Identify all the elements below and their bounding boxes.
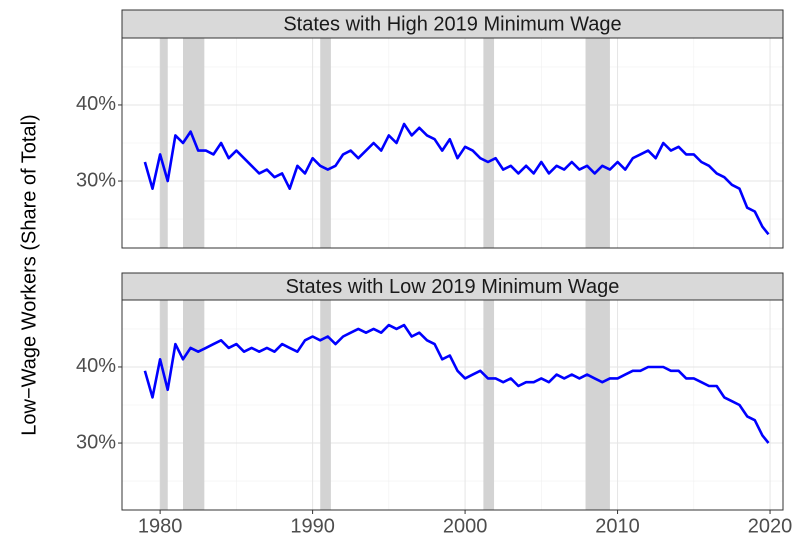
x-tick-label: 1980: [138, 515, 183, 537]
y-axis-label: Low−Wage Workers (Share of Total): [18, 114, 40, 435]
recession-band: [160, 38, 168, 248]
line: [143, 122, 770, 236]
recession-band: [585, 300, 610, 510]
x-tick-label: 2020: [748, 515, 793, 537]
panel-title: States with Low 2019 Minimum Wage: [286, 276, 620, 298]
strip: [121, 272, 784, 301]
x-tick-label: 1990: [290, 515, 335, 537]
line: [143, 323, 770, 444]
panel-title: States with High 2019 Minimum Wage: [283, 13, 621, 35]
recession-band: [320, 38, 331, 248]
strip: [121, 9, 784, 39]
recession-band: [182, 300, 205, 510]
recession-band: [483, 38, 495, 248]
y-tick-label: 40%: [76, 355, 116, 377]
recession-band: [182, 38, 205, 248]
recession-band: [483, 300, 495, 510]
y-tick-label: 30%: [76, 431, 116, 453]
recession-band: [585, 38, 610, 248]
y-tick-label: 30%: [76, 169, 116, 191]
x-tick-label: 2010: [595, 515, 640, 537]
x-tick-label: 2000: [443, 515, 488, 537]
recession-band: [160, 300, 168, 510]
y-tick-label: 40%: [76, 93, 116, 115]
recession-band: [320, 300, 331, 510]
